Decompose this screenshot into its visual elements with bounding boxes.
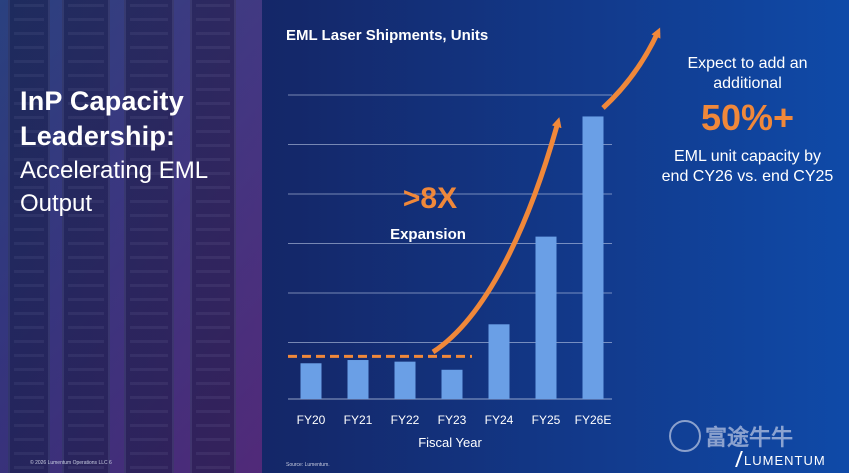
- x-tick-label: FY24: [485, 413, 514, 427]
- server-rack-image: [190, 0, 236, 473]
- x-tick-label: FY22: [391, 413, 420, 427]
- slide-title: InP Capacity Leadership: Accelerating EM…: [20, 84, 208, 220]
- bar-fy20: [300, 363, 322, 399]
- growth-arrow: [431, 117, 562, 355]
- callout-line-2: additional: [713, 75, 782, 92]
- server-rack-image: [62, 0, 110, 473]
- x-tick-label: FY25: [532, 413, 561, 427]
- x-tick-label: FY26E: [575, 413, 612, 427]
- capacity-increase-value: 50%+: [700, 97, 795, 138]
- chart-title: EML Laser Shipments, Units: [286, 27, 489, 44]
- x-axis-label: Fiscal Year: [418, 435, 482, 450]
- bar-fy24: [488, 324, 510, 399]
- futu-logo-icon: [669, 420, 701, 452]
- callout-text-bottom: EML unit capacity by end CY26 vs. end CY…: [650, 147, 845, 187]
- callout-line-4: end CY26 vs. end CY25: [661, 168, 834, 185]
- x-tick-label: FY20: [297, 413, 326, 427]
- title-line-1: InP Capacity: [20, 86, 184, 116]
- bar-fy23: [441, 369, 463, 399]
- datacenter-image-panel: [0, 0, 262, 473]
- growth-multiple-label: >8X: [403, 182, 457, 215]
- bar-fy22: [394, 361, 416, 399]
- subtitle-line-2: Output: [20, 190, 93, 217]
- callout-line-1: Expect to add an: [687, 55, 808, 72]
- expansion-label: Expansion: [390, 226, 466, 243]
- copyright-footer: © 2026 Lumentum Operations LLC 6: [30, 460, 112, 466]
- subtitle-line-1: Accelerating EML: [20, 157, 209, 184]
- callout-text-top: Expect to add an additional: [650, 54, 845, 94]
- server-rack-image: [8, 0, 50, 473]
- bar-fy21: [347, 360, 369, 399]
- title-line-2: Leadership:: [20, 121, 176, 151]
- callout-line-3: EML unit capacity by: [673, 148, 822, 165]
- bar-fy26e: [582, 116, 604, 399]
- bar-fy25: [535, 236, 557, 399]
- source-note: Source: Lumentum.: [286, 462, 330, 468]
- growth-arrow: [601, 27, 661, 110]
- x-tick-label: FY23: [438, 413, 467, 427]
- watermark-text: 富途牛牛: [705, 425, 794, 450]
- x-tick-label: FY21: [344, 413, 373, 427]
- server-rack-image: [124, 0, 174, 473]
- brand-logo-text: LUMENTUM: [744, 453, 826, 468]
